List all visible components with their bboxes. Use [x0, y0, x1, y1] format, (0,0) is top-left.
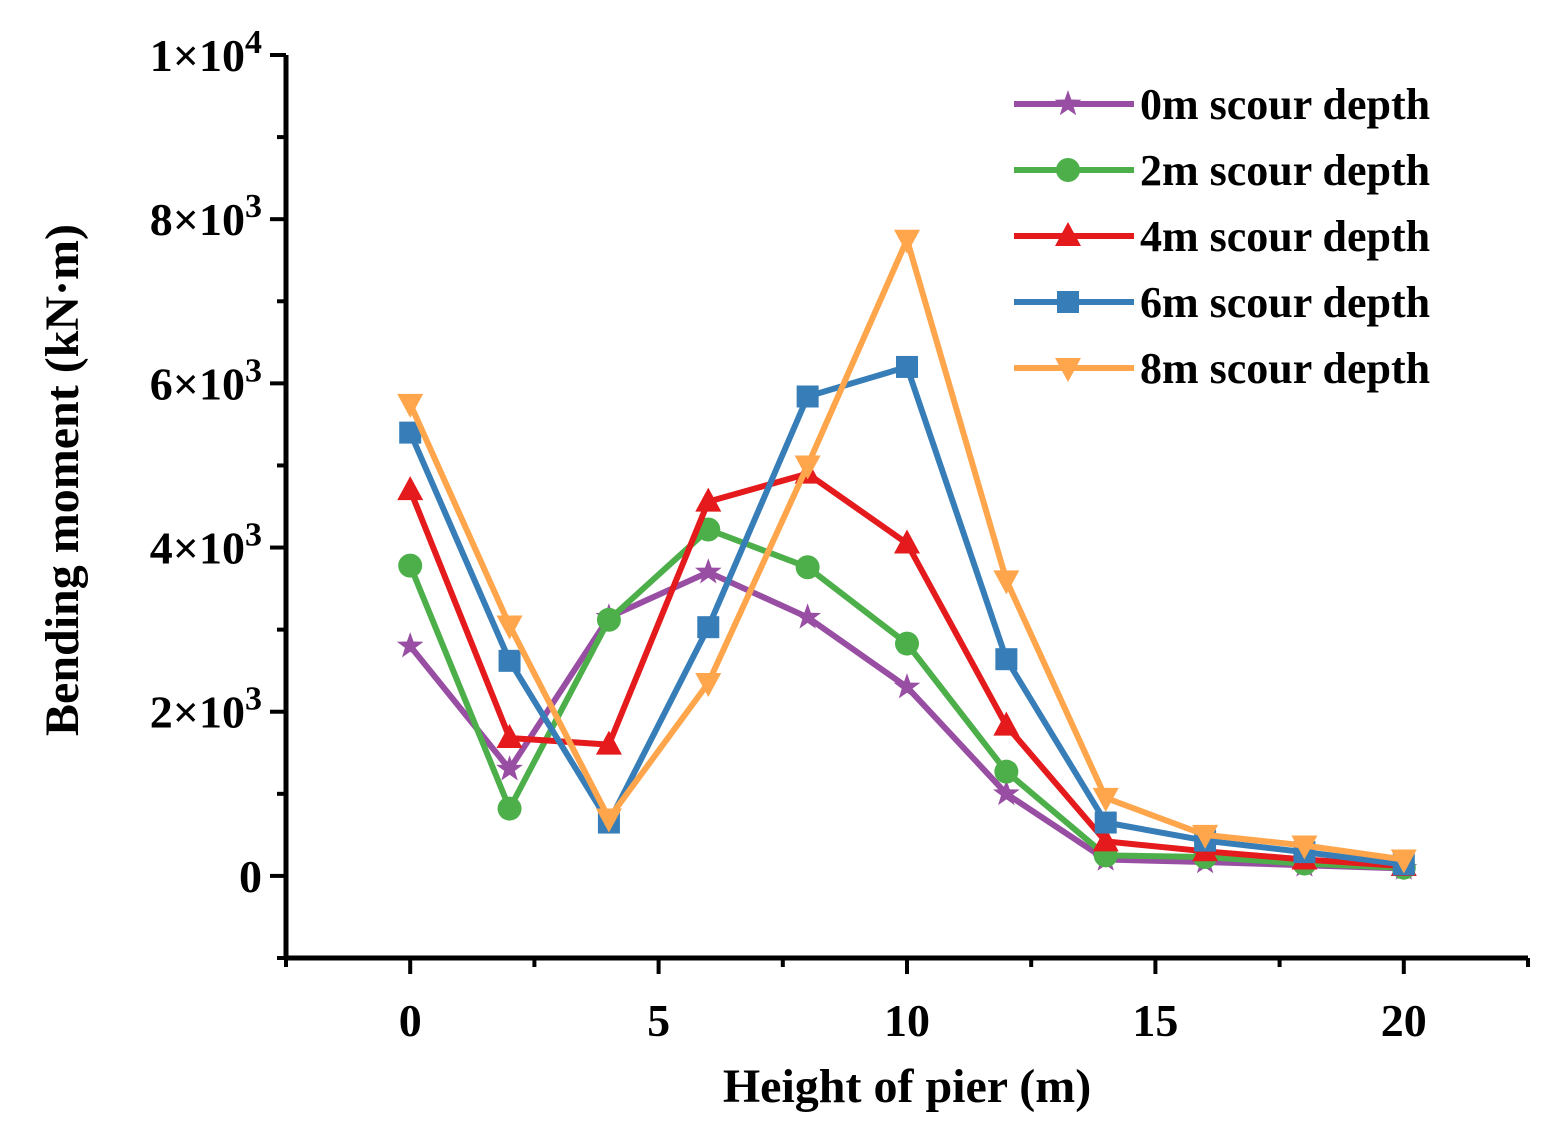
data-point	[794, 455, 821, 480]
data-point	[1192, 824, 1219, 849]
data-point	[795, 555, 820, 580]
data-point	[498, 649, 521, 672]
legend-label: 0m scour depth	[1140, 80, 1430, 129]
series-2	[397, 459, 1417, 877]
x-axis-title: Height of pier (m)	[723, 1060, 1091, 1113]
data-point	[596, 607, 621, 632]
x-tick-label: 10	[884, 995, 930, 1046]
y-tick-label-base: 1×10	[150, 30, 245, 81]
series-3	[399, 355, 1415, 876]
data-point	[396, 632, 424, 658]
legend-marker	[1057, 291, 1079, 313]
legend-item: 4m scour depth	[1014, 212, 1430, 261]
data-point	[497, 796, 522, 821]
data-point	[697, 616, 720, 639]
legend-item: 6m scour depth	[1014, 278, 1430, 327]
x-tick-label: 15	[1132, 995, 1178, 1046]
data-point	[995, 648, 1018, 671]
legend-label: 6m scour depth	[1140, 278, 1430, 327]
data-point	[1291, 835, 1318, 860]
y-axis-title: Bending moment (kN·m)	[36, 224, 89, 736]
y-tick-label: 0	[239, 851, 262, 902]
data-point	[496, 755, 523, 781]
y-tick-label-exponent: 3	[245, 352, 262, 389]
data-point	[496, 723, 523, 748]
y-tick-label: 4×103	[150, 517, 262, 574]
legend-label: 8m scour depth	[1140, 344, 1430, 393]
y-tick-label-base: 0	[239, 851, 262, 902]
legend-marker	[1055, 222, 1081, 246]
data-point	[895, 631, 919, 656]
data-point	[994, 759, 1019, 784]
legend-marker	[1056, 158, 1080, 182]
x-tick-label: 5	[647, 995, 670, 1046]
legend: 0m scour depth 2m scour depth 4m scour dep…	[1014, 80, 1430, 393]
y-tick-label-base: 6×10	[150, 358, 245, 409]
data-point	[894, 529, 920, 554]
y-tick-label-exponent: 3	[245, 188, 262, 225]
data-point	[796, 385, 819, 408]
legend-item: 0m scour depth	[1014, 80, 1430, 129]
data-point	[695, 558, 722, 584]
data-point	[894, 229, 920, 254]
series-line	[407, 363, 1405, 868]
data-point	[896, 355, 918, 378]
x-tick-label: 20	[1381, 995, 1427, 1046]
legend-label: 4m scour depth	[1140, 212, 1430, 261]
y-tick-label: 8×103	[150, 188, 262, 245]
series-1	[398, 517, 1416, 880]
series-0	[396, 558, 1418, 880]
data-point	[794, 603, 821, 629]
y-tick-label: 2×103	[150, 681, 262, 738]
data-point	[893, 673, 921, 699]
series-4	[397, 229, 1417, 874]
y-tick-label-exponent: 3	[245, 517, 262, 554]
y-tick-label: 6×103	[150, 352, 262, 409]
data-point	[1094, 811, 1117, 834]
data-point	[1092, 827, 1119, 852]
data-point	[993, 570, 1020, 595]
data-point	[993, 779, 1020, 806]
data-point	[397, 393, 424, 418]
legend-marker	[1055, 358, 1081, 382]
data-point	[399, 421, 422, 444]
y-tick-label-exponent: 4	[245, 24, 262, 61]
data-point	[1092, 787, 1119, 812]
data-point	[993, 711, 1020, 736]
data-point	[695, 487, 722, 512]
legend-label: 2m scour depth	[1140, 146, 1430, 195]
y-tick-label: 1×104	[150, 24, 262, 81]
data-point	[595, 730, 622, 755]
data-point	[398, 553, 423, 578]
x-tick-label: 0	[399, 995, 422, 1046]
x-ticks: 0 5 10 15 20	[284, 958, 1530, 1046]
data-point	[496, 615, 523, 640]
legend-item: 2m scour depth	[1014, 146, 1430, 195]
y-tick-label-base: 2×10	[150, 687, 245, 738]
series-layer	[396, 229, 1418, 880]
legend-item: 8m scour depth	[1014, 344, 1430, 393]
data-point	[1390, 849, 1417, 874]
data-point	[595, 808, 622, 833]
data-point	[397, 476, 424, 501]
legend-marker	[1054, 90, 1082, 116]
data-point	[695, 672, 722, 697]
y-tick-label-exponent: 3	[245, 681, 262, 718]
y-tick-label-base: 8×10	[150, 194, 245, 245]
y-tick-label-base: 4×10	[150, 523, 245, 574]
